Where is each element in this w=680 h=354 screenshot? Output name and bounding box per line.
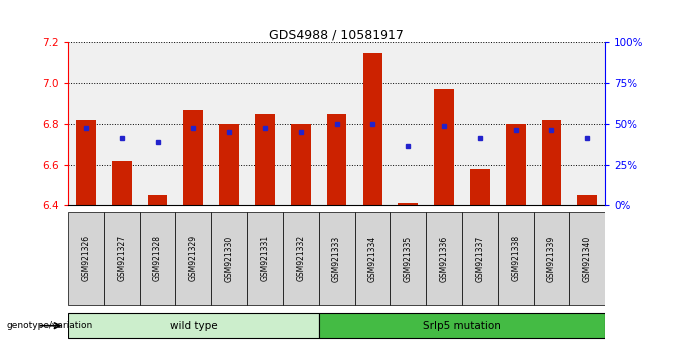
- Bar: [577, 195, 597, 205]
- Bar: [76, 120, 96, 205]
- Text: wild type: wild type: [169, 321, 217, 331]
- Text: GSM921332: GSM921332: [296, 235, 305, 281]
- Bar: [534, 212, 569, 305]
- Bar: [104, 212, 139, 305]
- Bar: [506, 124, 526, 205]
- Bar: [426, 212, 462, 305]
- Bar: [283, 212, 319, 305]
- Text: Srlp5 mutation: Srlp5 mutation: [423, 321, 501, 331]
- Bar: [175, 212, 211, 305]
- Text: GSM921338: GSM921338: [511, 235, 520, 281]
- Text: GSM921327: GSM921327: [117, 235, 126, 281]
- Bar: [220, 124, 239, 205]
- Bar: [319, 313, 605, 338]
- Bar: [390, 212, 426, 305]
- Bar: [462, 212, 498, 305]
- Bar: [184, 110, 203, 205]
- Bar: [319, 212, 354, 305]
- Text: GSM921326: GSM921326: [82, 235, 90, 281]
- Bar: [569, 212, 605, 305]
- Text: GSM921335: GSM921335: [404, 235, 413, 281]
- Title: GDS4988 / 10581917: GDS4988 / 10581917: [269, 28, 404, 41]
- Bar: [112, 160, 131, 205]
- Bar: [470, 169, 490, 205]
- Bar: [211, 212, 247, 305]
- Text: GSM921330: GSM921330: [224, 235, 234, 281]
- Bar: [354, 212, 390, 305]
- Text: GSM921339: GSM921339: [547, 235, 556, 281]
- Bar: [542, 120, 561, 205]
- Text: GSM921334: GSM921334: [368, 235, 377, 281]
- Text: GSM921329: GSM921329: [189, 235, 198, 281]
- Bar: [247, 212, 283, 305]
- Bar: [291, 124, 311, 205]
- Text: GSM921331: GSM921331: [260, 235, 269, 281]
- Text: GSM921336: GSM921336: [439, 235, 449, 281]
- Text: GSM921340: GSM921340: [583, 235, 592, 281]
- Bar: [68, 313, 319, 338]
- Bar: [68, 212, 104, 305]
- Bar: [327, 114, 346, 205]
- Text: GSM921328: GSM921328: [153, 235, 162, 281]
- Text: genotype/variation: genotype/variation: [7, 321, 93, 330]
- Text: GSM921333: GSM921333: [332, 235, 341, 281]
- Bar: [435, 89, 454, 205]
- Bar: [498, 212, 534, 305]
- Text: GSM921337: GSM921337: [475, 235, 484, 281]
- Bar: [255, 114, 275, 205]
- Bar: [398, 203, 418, 205]
- Bar: [362, 53, 382, 205]
- Bar: [148, 195, 167, 205]
- Bar: [139, 212, 175, 305]
